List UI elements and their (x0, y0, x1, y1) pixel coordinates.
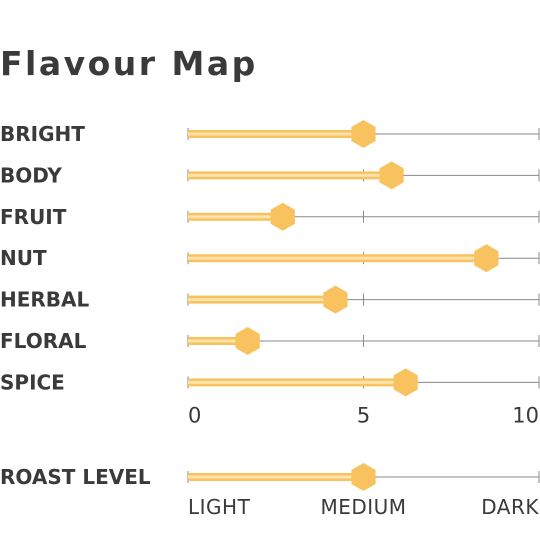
row-herbal-bar-highlight (188, 298, 336, 302)
row-floral: FLORAL (0, 327, 540, 355)
row-fruit-hexagon-marker (270, 202, 295, 231)
x-axis: 0 5 10 (188, 403, 539, 427)
row-floral-label: FLORAL (0, 329, 87, 353)
row-floral-bar-highlight (188, 339, 248, 343)
row-spice-bar-highlight (188, 380, 406, 384)
row-spice: SPICE (0, 368, 540, 397)
row-bright-hexagon-marker (351, 120, 376, 148)
row-nut: NUT (0, 244, 540, 273)
roast-tick-label-dark: DARK (481, 495, 539, 519)
row-body: BODY (0, 161, 540, 190)
row-herbal-label: HERBAL (0, 288, 90, 312)
row-nut-bar-highlight (188, 256, 487, 260)
row-body-label: BODY (0, 163, 62, 187)
row-nut-label: NUT (0, 246, 47, 270)
row-spice-hexagon-marker (393, 368, 418, 397)
row-bright-bar-highlight (188, 132, 364, 136)
row-bright: BRIGHT (0, 120, 540, 148)
page-title: Flavour Map (0, 44, 258, 83)
x-tick-label-0: 0 (188, 403, 201, 427)
row-herbal: HERBAL (0, 285, 540, 314)
row-spice-label: SPICE (0, 370, 65, 394)
roast-level-label: ROAST LEVEL (0, 465, 151, 489)
row-floral-hexagon-marker (235, 327, 260, 355)
roast-tick-label-medium: MEDIUM (320, 495, 406, 519)
row-bright-label: BRIGHT (0, 122, 85, 146)
roast-tick-label-light: LIGHT (188, 495, 251, 519)
roast-hexagon-marker (351, 463, 376, 491)
row-body-hexagon-marker (379, 161, 404, 190)
x-tick-label-2: 10 (512, 403, 539, 427)
flavour-rows: BRIGHT BODY FRUIT NUT HERBAL FLORAL SPICE (0, 120, 540, 397)
roast-level-row: ROAST LEVEL LIGHT MEDIUM DARK (0, 463, 540, 519)
row-body-bar-highlight (188, 173, 392, 177)
row-fruit-bar-highlight (188, 215, 283, 219)
row-fruit: FRUIT (0, 202, 540, 231)
row-fruit-label: FRUIT (0, 205, 67, 229)
row-herbal-hexagon-marker (323, 285, 348, 314)
roast-bar-highlight (188, 475, 364, 479)
row-nut-hexagon-marker (474, 244, 499, 273)
x-tick-label-1: 5 (357, 403, 370, 427)
